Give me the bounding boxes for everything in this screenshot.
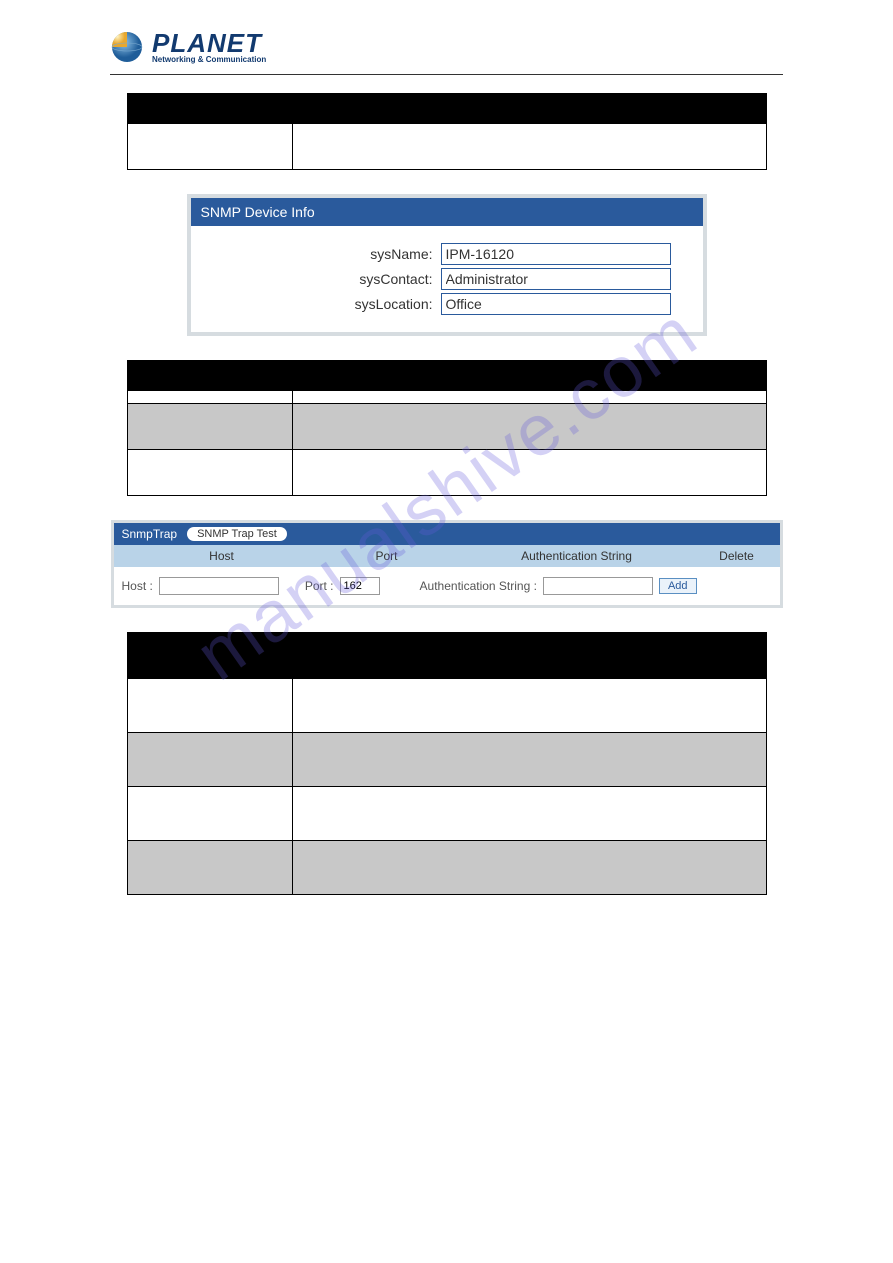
row-syscontact: sysContact: bbox=[191, 268, 689, 290]
panel-body: sysName: sysContact: sysLocation: bbox=[191, 226, 703, 332]
table-2-cell-0-0 bbox=[127, 391, 292, 404]
table-2-header-left bbox=[127, 361, 292, 391]
table-3-cell-0-1 bbox=[292, 679, 766, 733]
label-sysname: sysName: bbox=[191, 246, 441, 262]
table-1-cell-0-1 bbox=[292, 124, 766, 170]
table-1 bbox=[127, 93, 767, 170]
table-2 bbox=[127, 360, 767, 496]
trap-column-headers: Host Port Authentication String Delete bbox=[114, 545, 780, 567]
table-3-cell-1-1 bbox=[292, 733, 766, 787]
table-2-cell-1-1 bbox=[292, 404, 766, 450]
logo-tagline: Networking & Communication bbox=[152, 56, 266, 64]
col-delete: Delete bbox=[702, 549, 772, 563]
add-button[interactable]: Add bbox=[659, 578, 697, 594]
input-syscontact[interactable] bbox=[441, 268, 671, 290]
trap-form-row: Host : Port : Authentication String : Ad… bbox=[114, 567, 780, 605]
input-port[interactable] bbox=[340, 577, 380, 595]
trap-section-label: SnmpTrap bbox=[122, 527, 178, 541]
table-3-cell-2-0 bbox=[127, 787, 292, 841]
snmp-trap-test-button[interactable]: SNMP Trap Test bbox=[187, 527, 287, 541]
logo: PLANET Networking & Communication bbox=[110, 30, 783, 64]
input-auth[interactable] bbox=[543, 577, 653, 595]
label-syslocation: sysLocation: bbox=[191, 296, 441, 312]
input-host[interactable] bbox=[159, 577, 279, 595]
table-2-header-right bbox=[292, 361, 766, 391]
label-auth: Authentication String : bbox=[420, 579, 537, 593]
table-3-cell-3-0 bbox=[127, 841, 292, 895]
table-3 bbox=[127, 632, 767, 895]
table-3-cell-1-0 bbox=[127, 733, 292, 787]
row-syslocation: sysLocation: bbox=[191, 293, 689, 315]
table-3-header-left bbox=[127, 633, 292, 679]
table-3-header-right bbox=[292, 633, 766, 679]
trap-titlebar: SnmpTrap SNMP Trap Test bbox=[114, 523, 780, 545]
logo-brand: PLANET bbox=[152, 30, 266, 56]
table-1-header-right bbox=[292, 94, 766, 124]
col-auth: Authentication String bbox=[452, 549, 702, 563]
table-3-cell-2-1 bbox=[292, 787, 766, 841]
input-sysname[interactable] bbox=[441, 243, 671, 265]
table-2-cell-2-0 bbox=[127, 450, 292, 496]
table-3-cell-0-0 bbox=[127, 679, 292, 733]
col-host: Host bbox=[122, 549, 322, 563]
label-syscontact: sysContact: bbox=[191, 271, 441, 287]
snmp-device-info-panel: SNMP Device Info sysName: sysContact: sy… bbox=[187, 194, 707, 336]
header-divider bbox=[110, 74, 783, 75]
panel-title: SNMP Device Info bbox=[191, 198, 703, 226]
planet-globe-icon bbox=[110, 30, 144, 64]
input-syslocation[interactable] bbox=[441, 293, 671, 315]
table-2-cell-1-0 bbox=[127, 404, 292, 450]
table-1-header-left bbox=[127, 94, 292, 124]
table-3-cell-3-1 bbox=[292, 841, 766, 895]
label-host: Host : bbox=[122, 579, 153, 593]
logo-text: PLANET Networking & Communication bbox=[152, 30, 266, 64]
label-port: Port : bbox=[305, 579, 334, 593]
table-2-cell-0-1 bbox=[292, 391, 766, 404]
col-port: Port bbox=[322, 549, 452, 563]
snmp-trap-section: SnmpTrap SNMP Trap Test Host Port Authen… bbox=[111, 520, 783, 608]
row-sysname: sysName: bbox=[191, 243, 689, 265]
table-2-cell-2-1 bbox=[292, 450, 766, 496]
table-1-cell-0-0 bbox=[127, 124, 292, 170]
